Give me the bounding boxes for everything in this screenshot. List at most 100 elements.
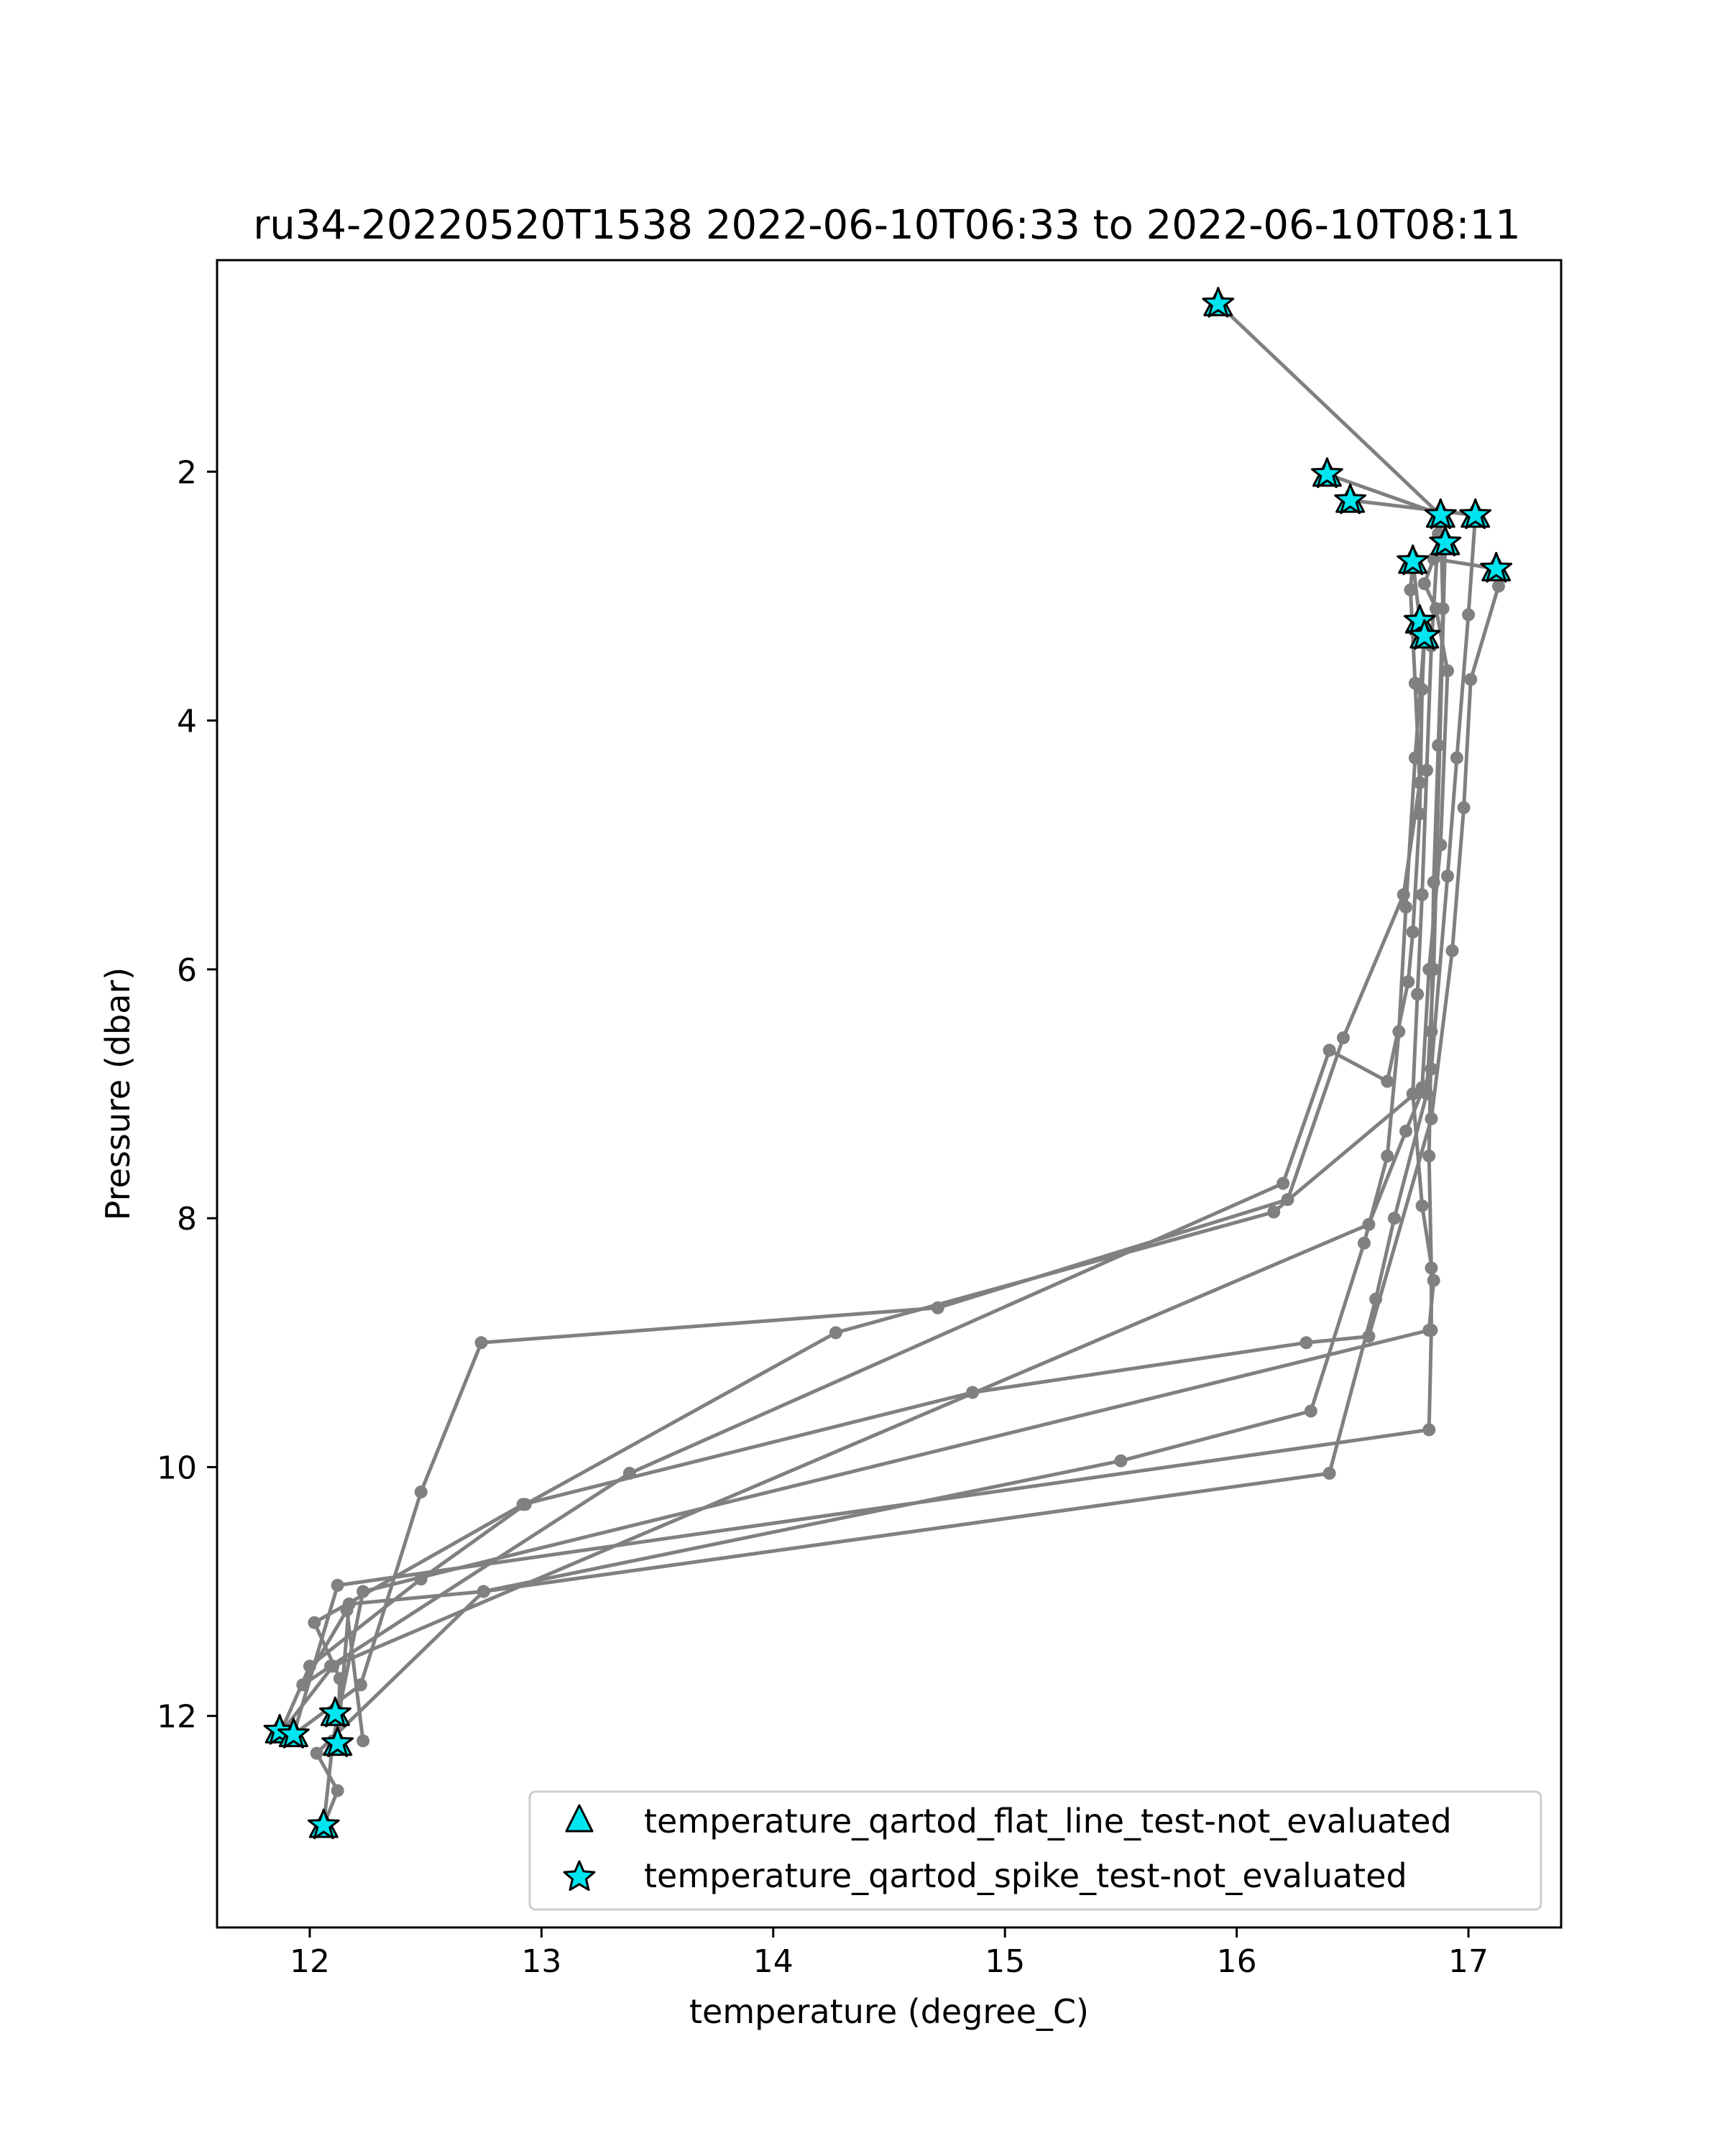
data-point — [1322, 1467, 1336, 1480]
profile-line-2 — [292, 559, 1422, 1736]
y-axis-label: Pressure (dbar) — [98, 967, 137, 1220]
data-point — [1300, 1336, 1313, 1350]
spike-flag-marker — [1429, 525, 1462, 557]
chart-title: ru34-20220520T1538 2022-06-10T06:33 to 2… — [253, 202, 1520, 249]
profile-line-8 — [312, 568, 1501, 1743]
data-point — [1422, 1149, 1436, 1163]
data-point — [1457, 801, 1471, 814]
data-point — [1420, 763, 1433, 777]
spike-flag-marker — [1202, 287, 1235, 318]
x-tick-label: 16 — [1217, 1943, 1257, 1980]
data-point — [474, 1336, 488, 1350]
plot-frame — [216, 259, 1563, 1929]
data-point — [1399, 900, 1412, 914]
data-point — [303, 1659, 316, 1673]
data-point — [1304, 1404, 1317, 1418]
x-axis-label: temperature (degree_C) — [689, 1992, 1089, 2031]
data-point — [1415, 888, 1429, 901]
data-point — [1411, 987, 1425, 1001]
profile-line-3 — [321, 472, 1445, 1826]
profile-line-6 — [278, 498, 1478, 1736]
data-point — [1450, 751, 1463, 765]
data-point — [356, 1734, 370, 1748]
data-point — [1381, 1149, 1394, 1163]
spike-flag-marker — [319, 1696, 351, 1728]
flat-line-legend-label: temperature_qartod_flat_line_test-not_ev… — [644, 1802, 1452, 1841]
data-point — [1399, 1124, 1412, 1138]
data-point — [414, 1572, 428, 1586]
spike-flag-marker — [277, 1718, 310, 1749]
data-point — [1387, 1212, 1401, 1225]
spike-flag-marker — [1397, 544, 1430, 576]
data-point — [1322, 1044, 1336, 1057]
profile-line-1 — [292, 302, 1445, 1736]
data-point — [1491, 579, 1505, 593]
data-point — [477, 1585, 490, 1598]
data-point — [1422, 1423, 1436, 1437]
data-point — [331, 1578, 344, 1592]
data-point — [1441, 870, 1455, 883]
x-tick-label: 15 — [985, 1943, 1025, 1980]
spike-legend-marker — [563, 1860, 596, 1892]
data-point — [1445, 944, 1459, 957]
data-point — [1420, 1087, 1433, 1100]
data-point — [1427, 962, 1440, 976]
x-tick-label: 14 — [753, 1943, 794, 1980]
y-tick-label: 12 — [157, 1699, 197, 1736]
data-point — [829, 1326, 842, 1340]
x-tick-label: 12 — [290, 1943, 330, 1980]
x-tick-label: 17 — [1448, 1943, 1489, 1980]
flat-line-legend-marker — [565, 1804, 594, 1833]
data-point — [1415, 1199, 1429, 1212]
data-point — [1422, 1323, 1436, 1337]
data-point — [1429, 602, 1443, 615]
data-point — [1362, 1217, 1376, 1231]
y-tick-label: 6 — [177, 952, 197, 989]
data-point — [1417, 577, 1431, 591]
spike-flag-marker — [1424, 498, 1457, 530]
data-point — [1336, 1031, 1350, 1045]
data-point — [1408, 751, 1422, 765]
profile-line-4 — [315, 635, 1427, 1826]
y-tick-label: 8 — [177, 1201, 197, 1238]
spike-flag-marker — [307, 1808, 340, 1840]
data-point — [1404, 583, 1417, 596]
y-tick-label: 4 — [177, 704, 197, 740]
spike-flag-marker — [1403, 604, 1436, 635]
data-point — [308, 1616, 321, 1629]
data-point — [1413, 807, 1427, 821]
data-point — [1276, 1176, 1290, 1190]
plot-area — [263, 287, 1513, 1840]
data-point — [414, 1485, 428, 1499]
data-point — [331, 1784, 344, 1797]
data-point — [1415, 683, 1429, 696]
data-point — [966, 1386, 980, 1399]
data-point — [516, 1498, 530, 1511]
data-point — [1462, 608, 1476, 622]
spike-flag-marker — [1408, 619, 1441, 650]
spike-flag-marker — [321, 1726, 354, 1758]
y-tick-label: 10 — [157, 1450, 197, 1486]
spike-flag-marker — [1310, 457, 1343, 489]
data-point — [1357, 1236, 1371, 1250]
data-point — [342, 1597, 356, 1611]
data-point — [1267, 1205, 1281, 1219]
axis-ticks: 12 13 14 15 16 17 2 4 6 8 10 12 — [157, 454, 1489, 1980]
data-point — [1464, 673, 1478, 686]
y-tick-label: 2 — [177, 454, 197, 491]
data-point — [1406, 925, 1420, 939]
data-point — [310, 1746, 323, 1760]
data-point — [1381, 1074, 1394, 1088]
profile-line-5 — [300, 635, 1427, 1741]
spike-flag-marker — [1334, 483, 1366, 515]
data-point — [1114, 1454, 1128, 1468]
data-point — [1425, 1112, 1438, 1125]
legend: temperature_qartod_flat_line_test-not_ev… — [528, 1790, 1542, 1911]
data-point — [1441, 664, 1455, 678]
data-point — [1402, 975, 1415, 989]
data-point — [1427, 1273, 1440, 1287]
data-point — [1369, 1292, 1383, 1306]
x-tick-label: 13 — [521, 1943, 561, 1980]
spike-flag-marker — [1459, 498, 1492, 530]
